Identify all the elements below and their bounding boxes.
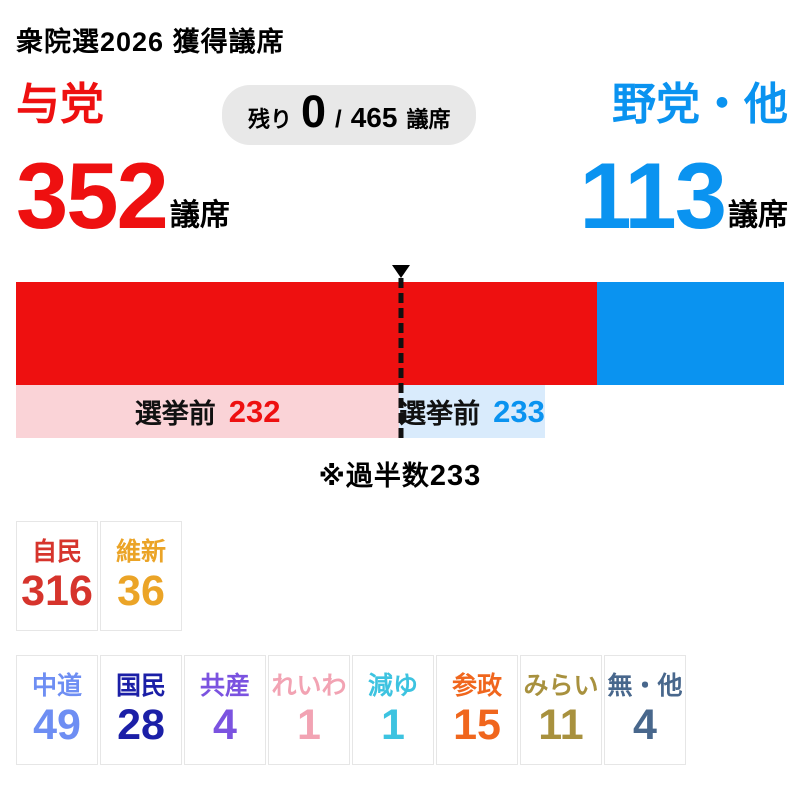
party-seats: 4: [213, 700, 237, 749]
party-card: 中道 49: [16, 655, 98, 765]
page-title: 衆院選2026 獲得議席: [16, 27, 285, 57]
majority-note-prefix: ※過半数: [318, 461, 430, 491]
party-card: 自民 316: [16, 521, 98, 631]
party-seats: 1: [297, 700, 321, 749]
party-card: 参政 15: [436, 655, 518, 765]
party-card: 維新 36: [100, 521, 182, 631]
party-name: 維新: [115, 538, 166, 567]
party-name: 国民: [115, 672, 166, 701]
opposition-seats-unit: 議席: [728, 199, 788, 232]
party-name: 参政: [451, 672, 502, 701]
party-name: 無・他: [607, 672, 683, 701]
party-seats: 1: [381, 700, 405, 749]
party-card: れいわ 1: [268, 655, 350, 765]
headline-numbers-row: 352 議席 113 議席: [16, 142, 788, 248]
pre-election-label-ruling: 選挙前: [134, 399, 216, 429]
band-opposition-segment: 選挙前 233: [399, 385, 545, 438]
remaining-separator: /: [335, 106, 342, 133]
opposition-seats-count: 113: [579, 142, 727, 248]
party-seats: 4: [633, 700, 657, 749]
party-row-others: 中道 49 国民 28 共産 4 れいわ 1 減ゆ 1 参政 15 みらい 11 無・他 4: [16, 655, 784, 765]
bar-ruling-segment: [16, 282, 598, 385]
majority-marker-icon: [391, 265, 410, 278]
remaining-seats-pill: 残り 0 / 465 議席: [222, 85, 477, 145]
party-name: れいわ: [271, 672, 347, 701]
party-seats: 36: [117, 566, 165, 615]
pre-election-ruling-value: 232: [228, 393, 281, 429]
ruling-coalition-label: 与党: [16, 80, 104, 129]
pre-election-band: 選挙前 232 選挙前 233: [16, 385, 784, 438]
party-name: みらい: [523, 672, 599, 701]
party-seats: 15: [453, 700, 501, 749]
party-card: 減ゆ 1: [352, 655, 434, 765]
party-name: 共産: [199, 672, 250, 701]
election-results-graphic: 衆院選2026 獲得議席 与党 残り 0 / 465 議席 野党・他 352 議…: [0, 20, 800, 789]
party-name: 減ゆ: [367, 672, 418, 701]
total-seats-value: 465: [350, 102, 398, 133]
party-name: 自民: [31, 538, 82, 567]
opposition-seats-group: 113 議席: [579, 142, 788, 248]
party-seats: 28: [117, 700, 165, 749]
opposition-label: 野党・他: [612, 80, 788, 129]
bar-opposition-segment: [597, 282, 784, 385]
party-seats: 11: [538, 700, 584, 749]
party-card: みらい 11: [520, 655, 602, 765]
party-row-major: 自民 316 維新 36: [16, 521, 784, 631]
remaining-unit: 議席: [406, 107, 451, 132]
pre-election-opposition-value: 233: [493, 393, 545, 429]
band-ruling-segment: 選挙前 232: [16, 385, 400, 438]
majority-note: ※過半数233: [0, 454, 800, 493]
header-row: 与党 残り 0 / 465 議席 野党・他: [16, 80, 788, 145]
ruling-seats-unit: 議席: [169, 199, 230, 232]
party-card: 国民 28: [100, 655, 182, 765]
party-name: 中道: [31, 672, 82, 701]
seat-bar: [16, 282, 784, 385]
majority-line: [398, 278, 404, 438]
remaining-value: 0: [301, 86, 327, 137]
ruling-seats-count: 352: [16, 142, 169, 248]
pre-election-label-opposition: 選挙前: [399, 399, 481, 429]
remaining-label: 残り: [248, 107, 293, 132]
majority-note-value: 233: [429, 460, 482, 492]
seat-bar-chart: 選挙前 232 選挙前 233: [16, 265, 784, 438]
ruling-seats-group: 352 議席: [16, 142, 230, 248]
party-seats: 49: [33, 700, 81, 749]
party-card: 共産 4: [184, 655, 266, 765]
party-card: 無・他 4: [604, 655, 686, 765]
party-seats: 316: [21, 566, 93, 615]
